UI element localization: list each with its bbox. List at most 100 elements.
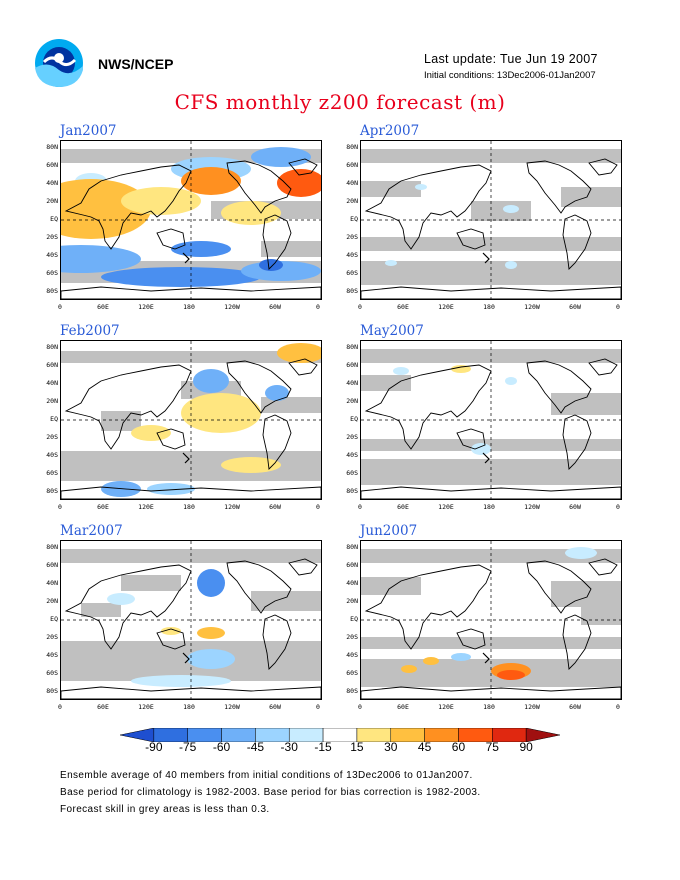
- lat-label: 80S: [46, 487, 58, 495]
- noaa-logo: [34, 38, 84, 88]
- lat-label: EQ: [50, 215, 58, 223]
- lat-label: 80N: [46, 543, 58, 551]
- lat-label: 40N: [346, 579, 358, 587]
- panel-title-jun: Jun2007: [360, 523, 418, 539]
- map-panel-may: [360, 340, 622, 500]
- color-legend: [119, 727, 561, 746]
- lat-label: 60N: [346, 361, 358, 369]
- lat-label: 40S: [346, 651, 358, 659]
- lon-label: 0: [58, 303, 62, 311]
- lat-label: 60S: [46, 669, 58, 677]
- lat-label: 40N: [46, 379, 58, 387]
- lon-label: 60E: [397, 303, 409, 311]
- lat-label: 80S: [346, 287, 358, 295]
- page-title: CFS monthly z200 forecast (m): [174, 90, 506, 114]
- lat-label: 60N: [346, 161, 358, 169]
- map-panel-jan: [60, 140, 322, 300]
- lon-label: 180: [183, 503, 195, 511]
- lat-label: 20S: [46, 233, 58, 241]
- lon-label: 120W: [524, 303, 540, 311]
- lat-label: 60S: [346, 669, 358, 677]
- lon-label: 120W: [224, 703, 240, 711]
- lon-label: 0: [616, 703, 620, 711]
- lon-label: 180: [483, 303, 495, 311]
- lat-label: 40S: [46, 651, 58, 659]
- map-panel-apr: [360, 140, 622, 300]
- lat-label: 20S: [346, 633, 358, 641]
- lat-label: 40S: [346, 451, 358, 459]
- legend-label: 45: [417, 740, 432, 754]
- lon-label: 0: [316, 703, 320, 711]
- legend-label: 60: [451, 740, 466, 754]
- lat-label: 60S: [346, 269, 358, 277]
- panel-title-may: May2007: [360, 323, 424, 339]
- lon-label: 60E: [97, 703, 109, 711]
- lat-label: 20N: [346, 397, 358, 405]
- lat-label: 40N: [346, 179, 358, 187]
- lon-label: 60E: [97, 303, 109, 311]
- legend-label: -90: [145, 740, 163, 754]
- legend-label: 75: [485, 740, 499, 754]
- lat-label: 60N: [46, 361, 58, 369]
- legend-label: 30: [384, 740, 398, 754]
- lon-label: 120E: [138, 503, 154, 511]
- map-panel-feb: [60, 340, 322, 500]
- lat-label: 60S: [46, 269, 58, 277]
- lat-label: 40N: [346, 379, 358, 387]
- lat-label: 20N: [346, 197, 358, 205]
- lon-label: 0: [316, 303, 320, 311]
- lat-label: EQ: [50, 615, 58, 623]
- lat-label: 80N: [346, 543, 358, 551]
- lat-label: 20S: [346, 433, 358, 441]
- lat-label: 80S: [46, 687, 58, 695]
- lat-label: 20S: [346, 233, 358, 241]
- lon-label: 180: [183, 303, 195, 311]
- lat-label: EQ: [350, 615, 358, 623]
- legend-label: 15: [350, 740, 364, 754]
- lat-label: 20S: [46, 633, 58, 641]
- lat-label: 80S: [46, 287, 58, 295]
- lat-label: EQ: [50, 415, 58, 423]
- lon-label: 180: [483, 703, 495, 711]
- legend-label: -45: [246, 740, 265, 754]
- lon-label: 60W: [569, 503, 581, 511]
- panel-title-apr: Apr2007: [360, 123, 420, 139]
- initial-conditions: Initial conditions: 13Dec2006-01Jan2007: [424, 70, 596, 81]
- lon-label: 60E: [397, 703, 409, 711]
- org-name: NWS/NCEP: [98, 56, 174, 72]
- lon-label: 60W: [269, 303, 281, 311]
- lat-label: 20N: [46, 197, 58, 205]
- lat-label: 20N: [46, 397, 58, 405]
- lon-label: 120E: [138, 703, 154, 711]
- lat-label: 20N: [46, 597, 58, 605]
- lat-label: 80N: [46, 143, 58, 151]
- lon-label: 120W: [224, 303, 240, 311]
- lon-label: 120W: [524, 503, 540, 511]
- legend-label: 90: [519, 740, 533, 754]
- lat-label: 20N: [346, 597, 358, 605]
- lon-label: 120E: [438, 303, 454, 311]
- lon-label: 60W: [569, 303, 581, 311]
- map-panel-jun: [360, 540, 622, 700]
- lat-label: 80N: [346, 343, 358, 351]
- legend-label: -60: [212, 740, 231, 754]
- lon-label: 120W: [524, 703, 540, 711]
- lat-label: 40S: [46, 251, 58, 259]
- legend-label: -75: [179, 740, 197, 754]
- lon-label: 0: [316, 503, 320, 511]
- lon-label: 60E: [397, 503, 409, 511]
- lat-label: 20S: [46, 433, 58, 441]
- footer-line-2: Base period for climatology is 1982-2003…: [60, 787, 481, 798]
- last-update: Last update: Tue Jun 19 2007: [424, 52, 598, 66]
- legend-label: -30: [280, 740, 298, 754]
- lat-label: 60N: [46, 561, 58, 569]
- lon-label: 120W: [224, 503, 240, 511]
- lat-label: 40N: [46, 179, 58, 187]
- lat-label: 60S: [346, 469, 358, 477]
- lon-label: 60W: [569, 703, 581, 711]
- lat-label: EQ: [350, 215, 358, 223]
- panel-title-feb: Feb2007: [60, 323, 120, 339]
- lat-label: EQ: [350, 415, 358, 423]
- lon-label: 60W: [269, 503, 281, 511]
- lon-label: 0: [58, 703, 62, 711]
